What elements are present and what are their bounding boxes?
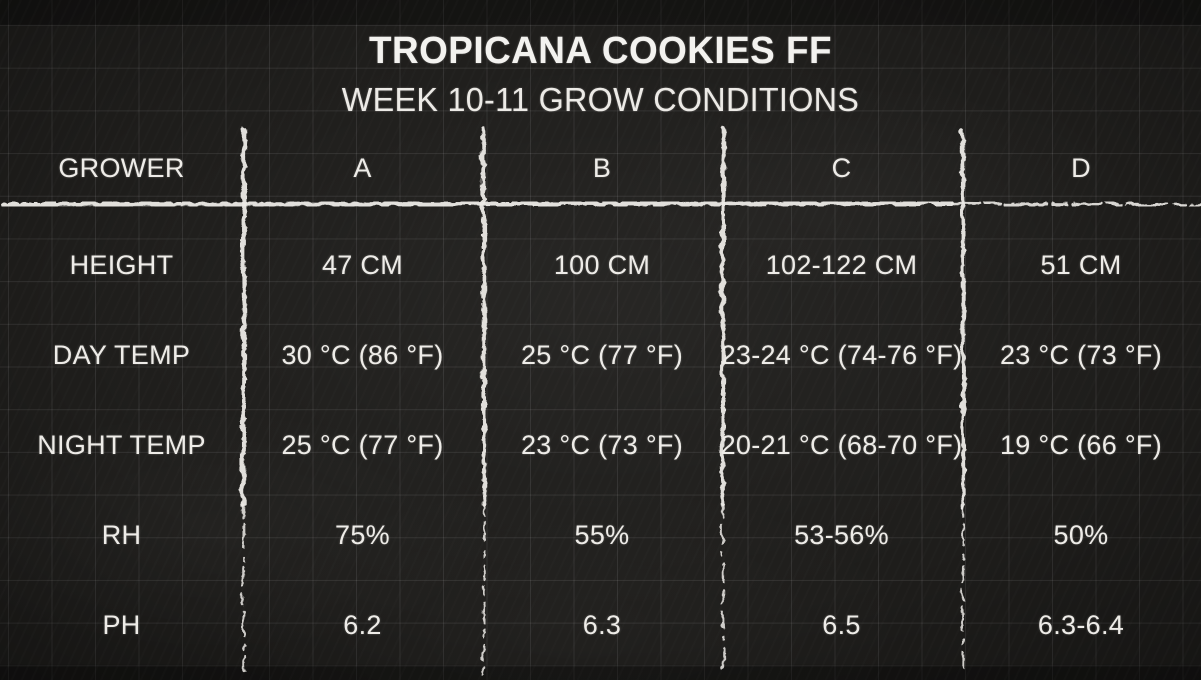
cell-height-b: 100 CM	[553, 249, 651, 280]
page-subtitle: WEEK 10-11 GROW CONDITIONS	[341, 81, 860, 118]
cell-rh-d: 50%	[1053, 519, 1109, 550]
row-label-night-temp: NIGHT TEMP	[37, 429, 206, 460]
cell-night-temp-a: 25 °C (77 °F)	[281, 429, 444, 460]
cell-day-temp-b: 25 °C (77 °F)	[520, 339, 684, 370]
row-label-ph: PH	[102, 609, 141, 640]
cell-rh-b: 55%	[574, 519, 630, 550]
cell-day-temp-a: 30 °C (86 °F)	[281, 339, 444, 370]
cell-night-temp-c: 20-21 °C (68-70 °F)	[720, 429, 963, 460]
cell-ph-d: 6.3-6.4	[1037, 609, 1125, 640]
cell-day-temp-d: 23 °C (73 °F)	[999, 339, 1163, 370]
column-header-c: C	[831, 152, 852, 183]
cell-height-a: 47 CM	[321, 249, 404, 280]
cell-night-temp-b: 23 °C (73 °F)	[520, 429, 684, 460]
cell-day-temp-c: 23-24 °C (74-76 °F)	[720, 339, 963, 370]
cell-rh-c: 53-56%	[794, 519, 889, 550]
row-label-day-temp: DAY TEMP	[52, 339, 191, 370]
page-title: TROPICANA COOKIES FF	[369, 30, 832, 72]
cell-height-d: 51 CM	[1040, 249, 1122, 280]
grow-table-body: HEIGHT 47 CM 100 CM 102-122 CM 51 CM DAY…	[0, 220, 1201, 670]
cell-ph-c: 6.5	[822, 609, 861, 640]
row-label-height: HEIGHT	[69, 249, 174, 280]
column-header-grower: GROWER	[58, 152, 185, 183]
column-header-b: B	[592, 152, 612, 183]
cell-night-temp-d: 19 °C (66 °F)	[999, 429, 1163, 460]
table-header-row: GROWER A B C D	[0, 130, 1201, 206]
row-label-rh: RH	[101, 519, 142, 550]
column-header-a: A	[353, 152, 372, 183]
column-header-d: D	[1071, 152, 1091, 183]
cell-ph-a: 6.2	[343, 609, 382, 640]
cell-rh-a: 75%	[335, 519, 390, 550]
cell-height-c: 102-122 CM	[765, 249, 918, 280]
cell-ph-b: 6.3	[582, 609, 622, 640]
title-block: TROPICANA COOKIES FF WEEK 10-11 GROW CON…	[0, 30, 1201, 119]
